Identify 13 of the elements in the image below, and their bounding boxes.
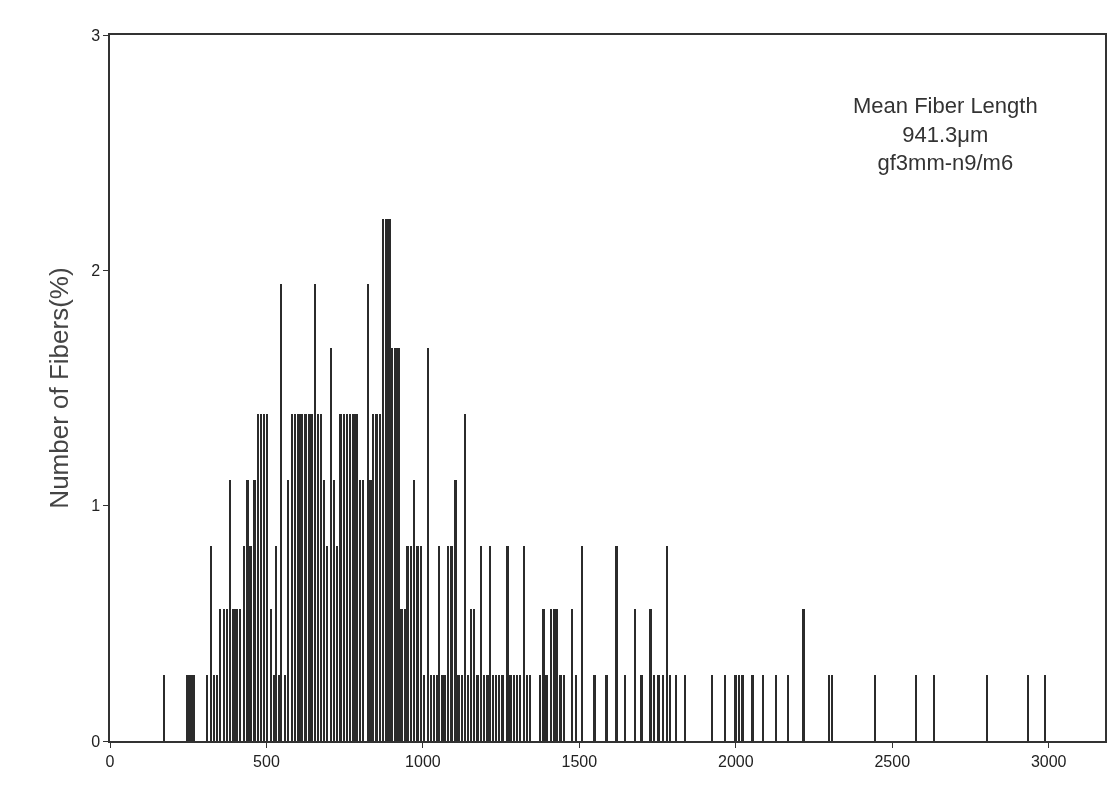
x-tick-label: 2500 — [874, 752, 911, 770]
y-tick-label: 2 — [91, 261, 101, 279]
y-tick-label: 3 — [91, 26, 101, 44]
annotation: Mean Fiber Length 941.3μm gf3mm-n9/m6 — [853, 93, 1038, 176]
x-tick-label: 0 — [105, 752, 115, 770]
x-tick-label: 1500 — [561, 752, 598, 770]
x-tick-label: 2000 — [717, 752, 754, 770]
y-tick-label: 0 — [91, 732, 101, 750]
y-tick-label: 1 — [91, 497, 101, 515]
y-axis-title: Number of Fibers(%) — [44, 267, 75, 509]
x-tick-label: 3000 — [1030, 752, 1067, 770]
x-tick-label: 500 — [253, 752, 280, 770]
x-tick-label: 1000 — [405, 752, 441, 770]
